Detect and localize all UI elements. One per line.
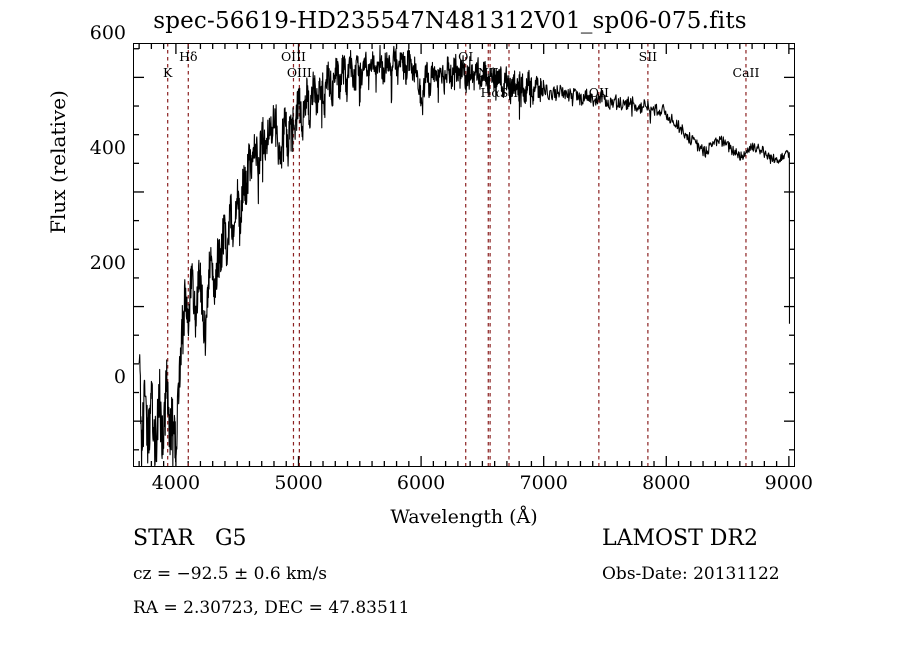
line-label-OII-7450: OII [588, 85, 609, 100]
line-label-SII-7850: SII [638, 49, 658, 64]
spectrum-canvas [133, 43, 795, 467]
coordinates: RA = 2.30723, DEC = 47.83511 [133, 598, 410, 618]
line-label-H-6563: Hα [480, 85, 500, 100]
line-label-NII-6548: NII [477, 65, 499, 80]
x-tick-6000: 6000 [396, 472, 446, 494]
y-axis: Flux (relative) 0 200 400 600 [0, 0, 133, 510]
spectral-type: G5 [214, 526, 247, 551]
x-tick-labels: 4000 5000 6000 7000 8000 9000 [133, 472, 813, 502]
y-tick-0: 0 [113, 366, 126, 389]
plot-frame [133, 43, 795, 467]
line-label-K-3933: K [163, 65, 173, 80]
x-tick-4000: 4000 [151, 472, 201, 494]
object-class: STAR [133, 526, 194, 551]
line-label-H-4101: Hδ [179, 49, 198, 64]
emission-line-labels: K Hδ OIII OIII OI NII Hα SII OII SII CaII [133, 43, 795, 467]
x-tick-7000: 7000 [519, 472, 568, 494]
y-tick-200: 200 [89, 251, 126, 274]
x-tick-9000: 9000 [764, 472, 814, 494]
y-tick-400: 400 [89, 136, 126, 159]
x-axis-label: Wavelength (Å) [390, 506, 538, 528]
observation-date: Obs-Date: 20131122 [602, 564, 780, 584]
y-tick-600: 600 [89, 22, 126, 45]
line-label-OIII-5007: OIII [286, 65, 312, 80]
line-label-CaII-8650: CaII [732, 65, 760, 80]
line-label-OIII-4959: OIII [280, 49, 306, 64]
line-label-SII-6717: SII [499, 85, 519, 100]
radial-velocity: cz = −92.5 ± 0.6 km/s [133, 564, 327, 584]
page-title: spec-56619-HD235547N481312V01_sp06-075.f… [153, 8, 747, 34]
y-axis-label: Flux (relative) [46, 90, 70, 234]
object-class-and-type: STAR G5 [133, 528, 247, 550]
survey-name: LAMOST DR2 [602, 526, 758, 551]
metadata-footer: STAR G5 cz = −92.5 ± 0.6 km/s RA = 2.307… [0, 528, 900, 638]
x-tick-5000: 5000 [274, 472, 323, 494]
y-tick-labels: 0 200 400 600 [68, 0, 126, 424]
line-label-OI-6364: OI [458, 49, 474, 64]
x-tick-8000: 8000 [642, 472, 691, 494]
